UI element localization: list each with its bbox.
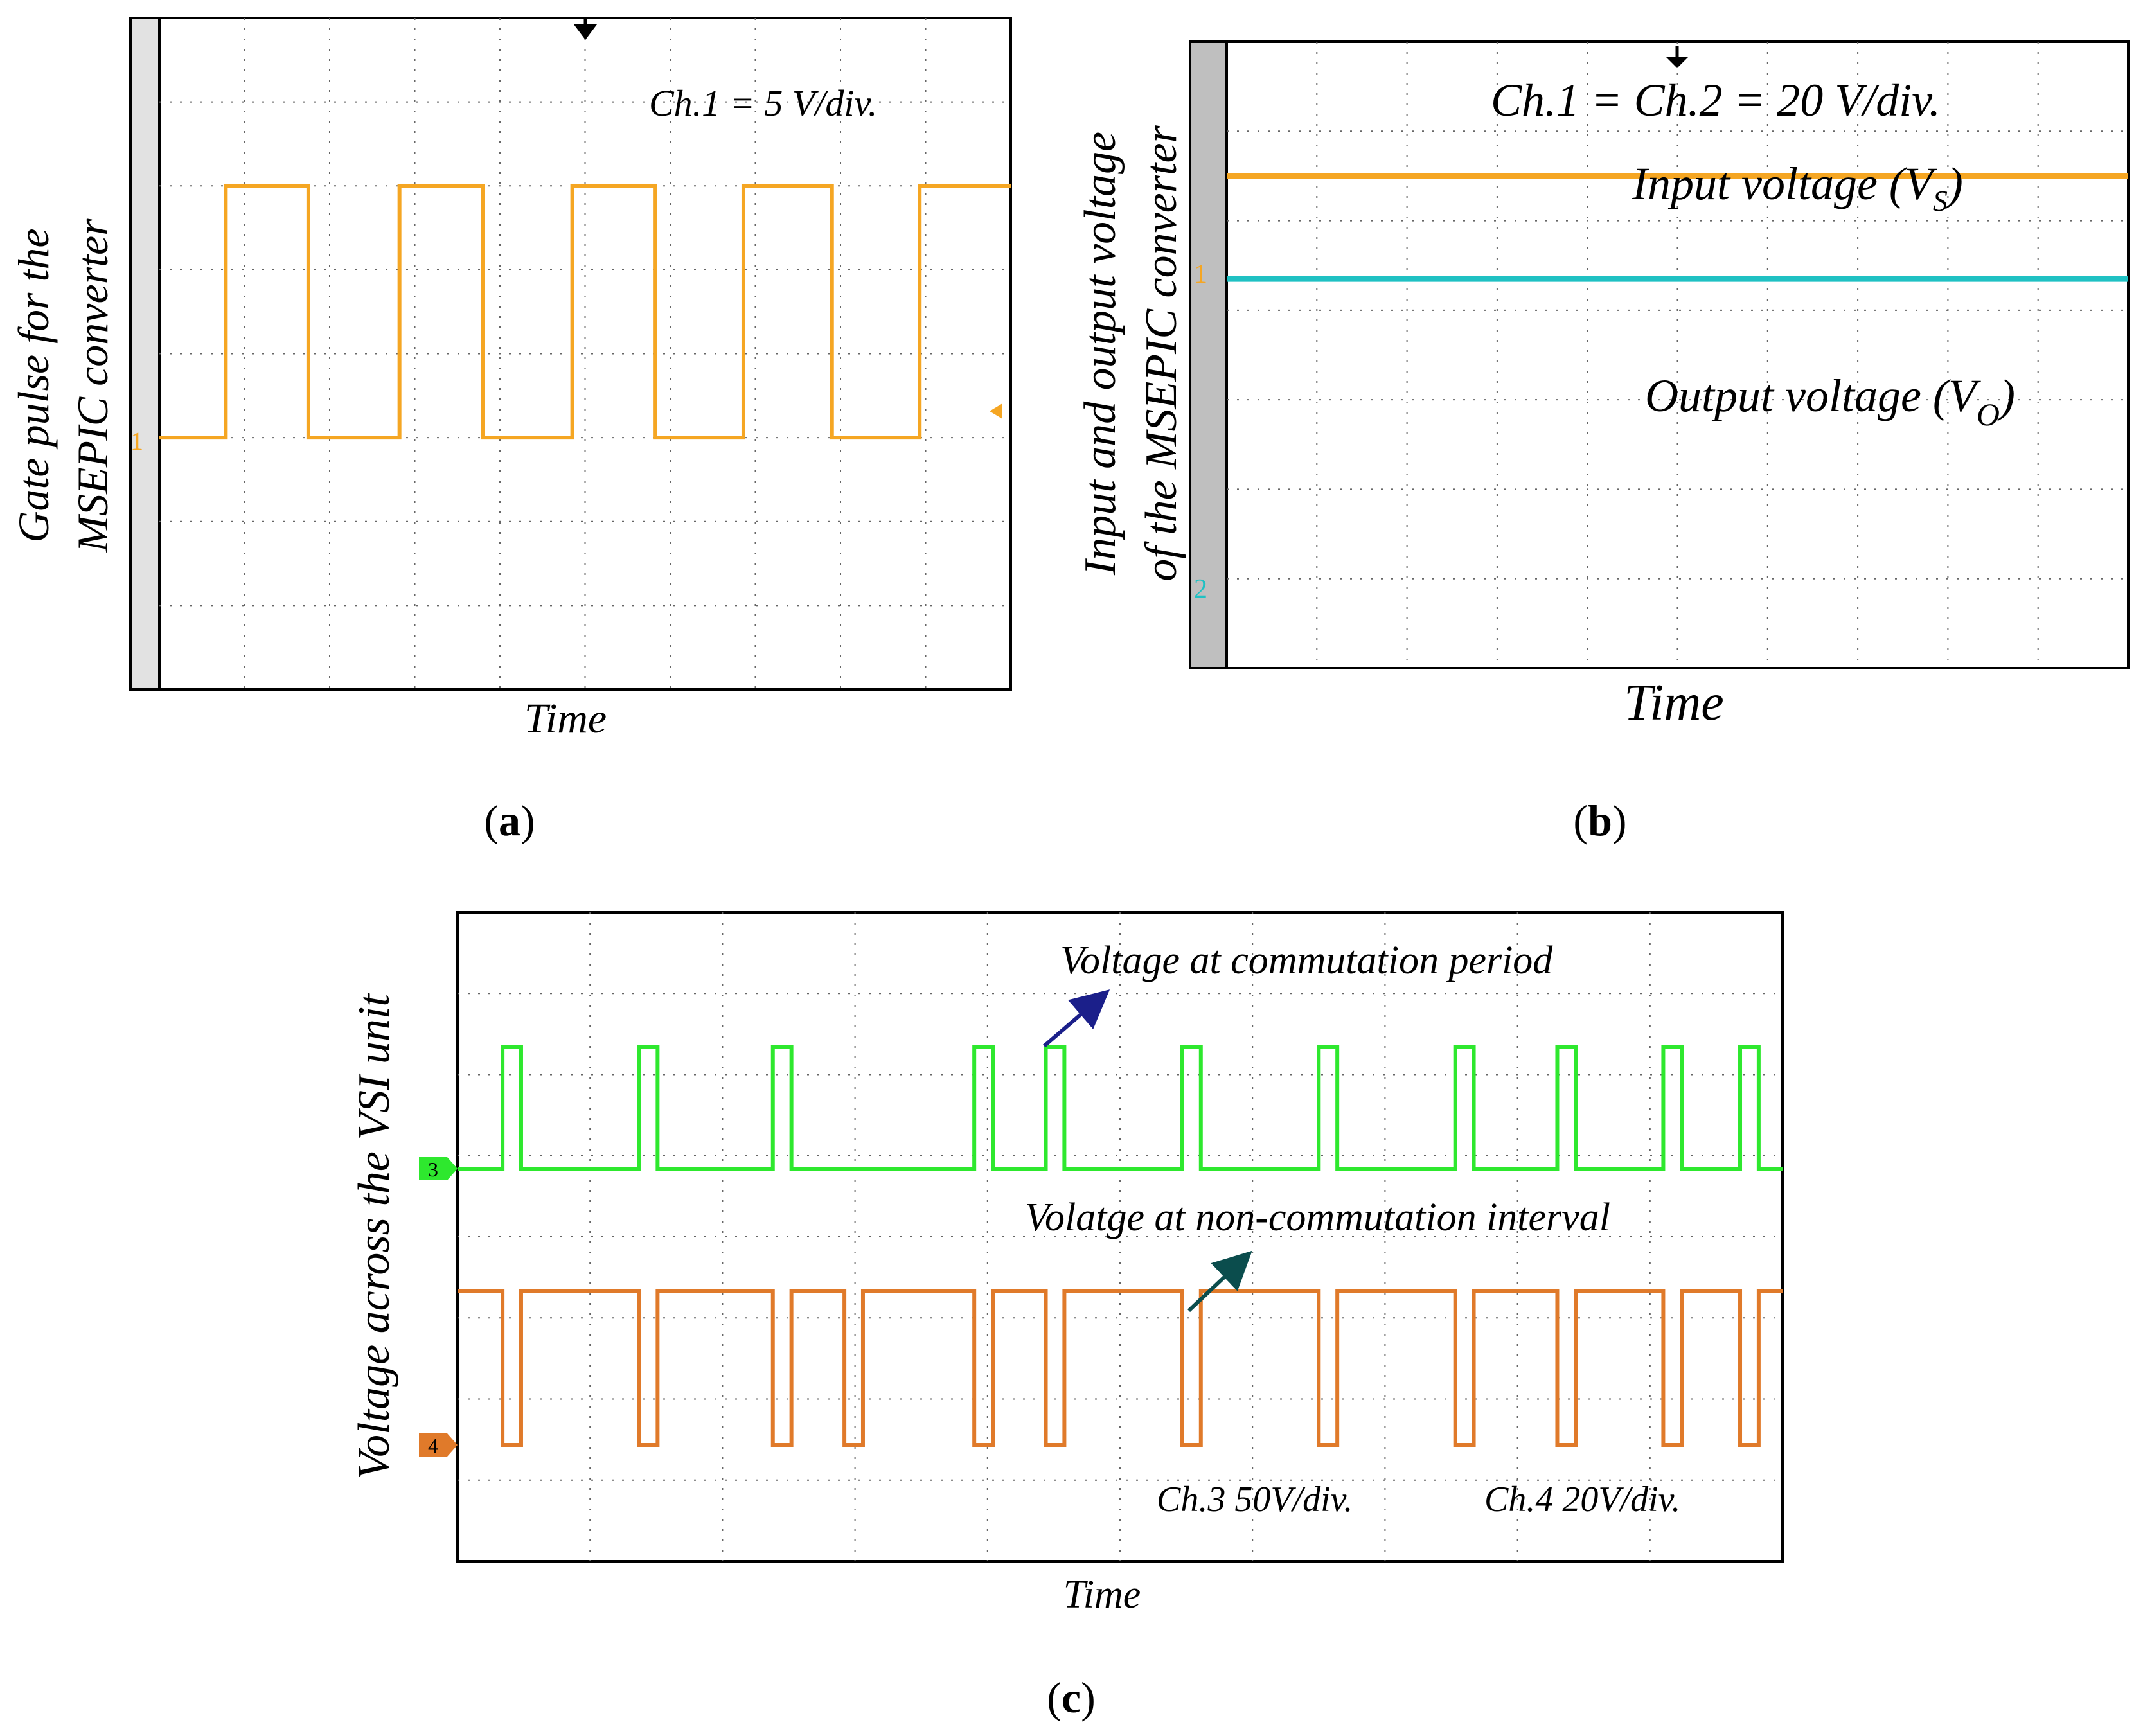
panel-c-xlabel: Time bbox=[1063, 1573, 1141, 1616]
panel-c-non-commutation-arrow bbox=[1187, 1250, 1252, 1313]
panel-a-caption-letter: a bbox=[499, 796, 520, 845]
panel-a-ch1-trace bbox=[159, 184, 1011, 440]
panel-b-channel-note: Ch.1 = Ch.2 = 20 V/div. bbox=[1491, 75, 1941, 126]
panel-a-ylabel-line1: Gate pulse for the bbox=[9, 228, 58, 542]
panel-b-trigger-marker bbox=[1666, 57, 1689, 68]
panel-c-ch4-scale-note: Ch.4 20V/div. bbox=[1484, 1480, 1680, 1519]
panel-b-xlabel: Time bbox=[1624, 675, 1724, 731]
panel-c-ch3-marker-box bbox=[419, 1157, 447, 1180]
panel-b-ylabel-line2: of the MSEPIC converter bbox=[1137, 125, 1186, 581]
panel-a-ch1-marker: 1 bbox=[130, 427, 143, 456]
panel-c-commutation-label: Voltage at commutation period bbox=[1060, 939, 1553, 982]
panel-c-ch4-marker: 4 bbox=[419, 1433, 458, 1457]
panel-b-output-voltage-label: Output voltage (VO) bbox=[1645, 370, 2015, 432]
panel-a-caption: (a) bbox=[484, 796, 535, 845]
panel-c-ch3-scale-note: Ch.3 50V/div. bbox=[1157, 1480, 1353, 1519]
panel-a: 1 Ch.1 = 5 V/div. Gate pulse for the MSE… bbox=[9, 17, 1012, 845]
panel-b: 1 2 Ch.1 = Ch.2 = 20 V/div. Input voltag… bbox=[1076, 40, 2130, 845]
panel-a-xlabel: Time bbox=[524, 695, 607, 742]
panel-a-channel-note: Ch.1 = 5 V/div. bbox=[649, 82, 877, 124]
panel-c-caption: (c) bbox=[1047, 1673, 1096, 1722]
panel-c-ch4-marker-text: 4 bbox=[428, 1434, 438, 1457]
panel-b-ylabel-line1: Input and output voltage bbox=[1076, 132, 1125, 576]
panel-c-ch3-trace bbox=[458, 1045, 1783, 1171]
panel-c-non-commutation-label: Volatge at non-commutation interval bbox=[1025, 1196, 1610, 1239]
panel-c-ch4-marker-tip bbox=[447, 1433, 458, 1457]
panel-a-plot-frame bbox=[158, 17, 1012, 691]
panel-a-right-arrow bbox=[990, 403, 1002, 419]
panel-b-ch1-marker: 1 bbox=[1194, 260, 1207, 289]
panel-b-ch2-marker: 2 bbox=[1194, 574, 1207, 604]
panel-c: 3 4 Voltage at commutation period Volatg… bbox=[350, 911, 1784, 1722]
panel-b-caption: (b) bbox=[1573, 796, 1626, 845]
panel-c-ch4-trace bbox=[458, 1289, 1783, 1447]
panel-a-ylabel-line2: MSEPIC converter bbox=[68, 218, 117, 553]
panel-b-grid bbox=[1227, 42, 2128, 668]
panel-b-input-voltage-label: Input voltage (VS) bbox=[1632, 158, 1963, 217]
panel-a-left-strip bbox=[129, 17, 161, 691]
panel-b-caption-letter: b bbox=[1588, 796, 1612, 845]
panel-a-trigger-marker bbox=[574, 24, 597, 40]
panel-c-ch3-marker-text: 3 bbox=[428, 1158, 438, 1181]
panel-c-caption-letter: c bbox=[1062, 1673, 1081, 1722]
panel-c-ch3-marker-tip bbox=[447, 1157, 458, 1180]
panel-c-commutation-arrow bbox=[1043, 989, 1110, 1048]
panel-c-ch3-marker: 3 bbox=[419, 1157, 458, 1181]
panel-c-plot-frame bbox=[456, 911, 1784, 1563]
panel-c-ch4-marker-box bbox=[419, 1433, 447, 1457]
panel-c-ylabel: Voltage across the VSI unit bbox=[350, 993, 399, 1480]
